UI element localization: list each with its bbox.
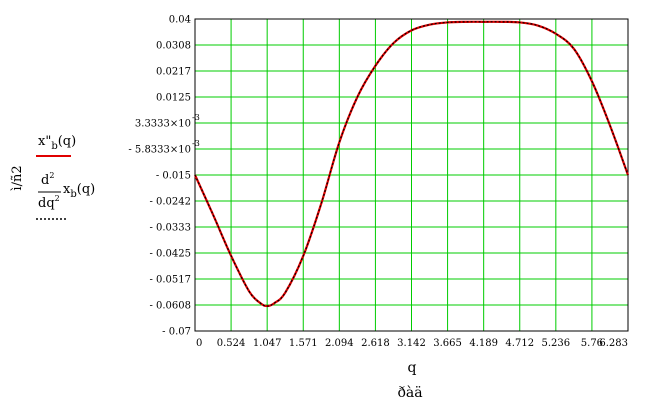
y-tick-label: 0.04: [169, 15, 191, 26]
y-tick-label: 0.0125: [156, 93, 191, 104]
x-tick-label: 0: [196, 338, 202, 349]
series-line-second-derivative: [194, 21, 629, 307]
legend: x"b(q) d2 dq2 xb(q): [36, 134, 95, 220]
series-layer: [193, 20, 630, 308]
x-tick-label: 4.189: [469, 338, 498, 349]
y-tick-exponent: -3: [192, 113, 200, 122]
x-tick-labels: 0 0.524 1.047 1.571 2.094 2.618 3.142 3.665 4.18…: [196, 338, 628, 349]
x-tick-label: 0.524: [217, 338, 246, 349]
x-tick-label: 4.712: [505, 338, 534, 349]
y-tick-label: - 0.0517: [149, 275, 191, 286]
grid: [194, 18, 629, 332]
x-tick-label: 2.618: [361, 338, 390, 349]
y-tick-label: - 0.07: [162, 327, 191, 338]
y-tick-label: - 0.0242: [149, 197, 191, 208]
y-tick-label: 0.0308: [156, 41, 191, 52]
y-tick-label: - 0.0425: [149, 249, 191, 260]
x-tick-label: 5.76: [581, 338, 603, 349]
x-tick-label: 1.047: [253, 338, 282, 349]
legend-series-2-numerator: d2: [41, 171, 54, 188]
x-tick-label: 1.571: [289, 338, 318, 349]
x-tick-label: 5.236: [542, 338, 571, 349]
y-tick-exponent: -3: [192, 139, 200, 148]
y-axis-label: ì/ñ2: [10, 165, 25, 191]
y-tick-label: - 0.015: [156, 171, 191, 182]
x-tick-label: 3.665: [433, 338, 462, 349]
x-axis-label: q: [408, 360, 417, 376]
x-tick-label: 3.142: [397, 338, 426, 349]
x-tick-label: 6.283: [599, 338, 628, 349]
legend-series-1-label: x"b(q): [38, 134, 76, 152]
x-tick-label: 2.094: [325, 338, 354, 349]
y-tick-label: - 0.0333: [149, 223, 191, 234]
y-tick-label: - 5.8333×10: [128, 145, 191, 156]
x-axis-unit: ðàä: [397, 384, 422, 401]
y-tick-label: - 0.0608: [149, 301, 191, 312]
legend-series-2-label: xb(q): [63, 182, 95, 200]
y-tick-label: 3.3333×10: [135, 119, 191, 130]
legend-series-2-denominator: dq2: [38, 194, 60, 211]
y-tick-label: 0.0217: [156, 67, 191, 78]
